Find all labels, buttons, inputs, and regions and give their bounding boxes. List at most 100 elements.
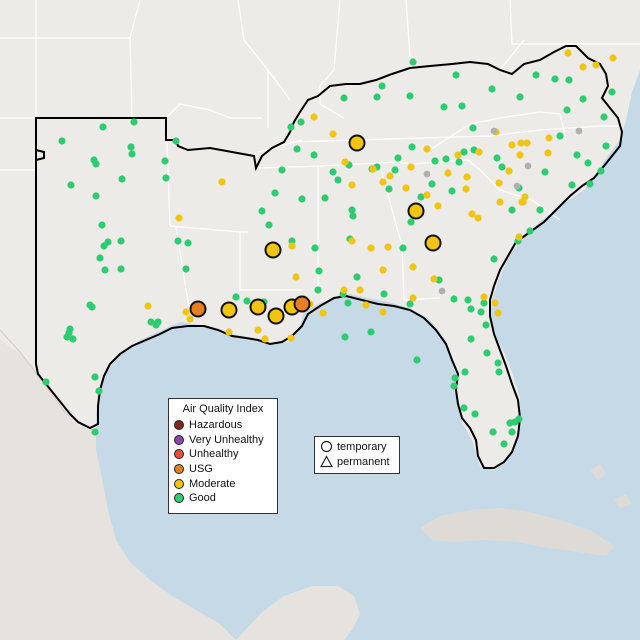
station-good-marker [428,180,436,188]
station-moderate-marker [505,167,513,175]
station-good-marker [258,207,266,215]
station-good-marker [431,157,439,165]
station-good-marker [243,297,251,305]
legend-title: Air Quality Index [182,403,264,415]
station-good-marker [464,296,472,304]
station-moderate-temporary-marker [424,234,442,252]
station-moderate-marker [186,315,194,323]
station-moderate-marker [474,214,482,222]
legend-label: USG [189,463,213,476]
station-good-marker [100,242,108,250]
legend-label: Moderate [189,477,236,490]
very-unhealthy-swatch-icon [174,434,184,445]
legend-label: Unhealthy [189,448,239,461]
station-good-marker [287,123,295,131]
station-moderate-marker [496,198,504,206]
station-good-marker [349,212,357,220]
station-good-marker [385,185,393,193]
station-good-marker [556,132,564,140]
legend-item-hazardous: Hazardous [169,418,277,433]
station-good-marker [232,293,240,301]
station-moderate-marker [218,178,226,186]
station-moderate-marker [379,308,387,316]
mexico-land [0,340,236,640]
station-moderate-marker [516,151,524,159]
station-good-marker [314,286,322,294]
station-moderate-marker [423,191,431,199]
station-no-data-marker [575,127,583,135]
station-good-marker [130,118,138,126]
station-good-marker [128,150,136,158]
station-good-marker [406,92,414,100]
station-moderate-marker [468,210,476,218]
station-usg-temporary-marker [293,295,311,313]
station-moderate-marker [519,198,527,206]
legend-label: Very Unhealthy [189,433,264,446]
station-good-marker [161,157,169,165]
station-good-marker [480,299,488,307]
station-no-data-marker [490,127,498,135]
station-moderate-marker [348,181,356,189]
station-good-marker [341,333,349,341]
station-good-marker [495,368,503,376]
station-good-marker [563,106,571,114]
station-moderate-marker [319,309,327,317]
station-good-marker [118,175,126,183]
station-moderate-marker [515,233,523,241]
shape-legend-label: temporary [337,440,387,453]
station-good-marker [315,267,323,275]
usg-swatch-icon [174,464,184,475]
state-borders [0,0,640,321]
station-good-marker [96,254,104,262]
station-good-marker [101,266,109,274]
legend-item-good: Good [169,491,277,506]
station-moderate-temporary-marker [249,298,267,316]
station-good-marker [391,166,399,174]
station-good-marker [471,410,479,418]
station-moderate-marker [362,301,370,309]
station-good-marker [442,155,450,163]
unhealthy-swatch-icon [174,449,184,460]
station-moderate-marker [423,145,431,153]
station-good-marker [451,374,459,382]
station-good-marker [541,168,549,176]
good-swatch-icon [174,493,184,504]
station-good-marker [344,299,352,307]
station-moderate-marker [508,141,516,149]
station-good-marker [297,118,305,126]
station-moderate-marker [379,266,387,274]
station-moderate-marker [341,158,349,166]
stations-good [42,58,616,448]
station-no-data-marker [513,182,521,190]
station-good-marker [408,143,416,151]
station-good-marker [494,359,502,367]
station-good-marker [92,192,100,200]
station-good-marker [584,159,592,167]
shape-legend-permanent: permanent [315,454,399,469]
station-good-marker [321,194,329,202]
station-good-marker [460,404,468,412]
station-good-marker [526,227,534,235]
station-moderate-marker [287,334,295,342]
station-good-marker [154,318,162,326]
station-good-marker [500,440,508,448]
station-moderate-marker [329,130,337,138]
station-moderate-marker [430,275,438,283]
station-moderate-marker [454,151,462,159]
station-good-marker [329,168,337,176]
station-good-marker [461,368,469,376]
station-good-marker [532,71,540,79]
legend-label: Good [189,492,216,505]
station-good-marker [586,180,594,188]
station-good-marker [417,193,425,201]
station-good-marker [489,428,497,436]
station-good-marker [409,58,417,66]
station-good-marker [406,300,414,308]
station-good-marker [311,244,319,252]
station-good-marker [597,167,605,175]
station-good-marker [573,151,581,159]
station-good-marker [477,308,485,316]
yucatan-land [236,586,360,640]
station-moderate-marker [369,165,377,173]
